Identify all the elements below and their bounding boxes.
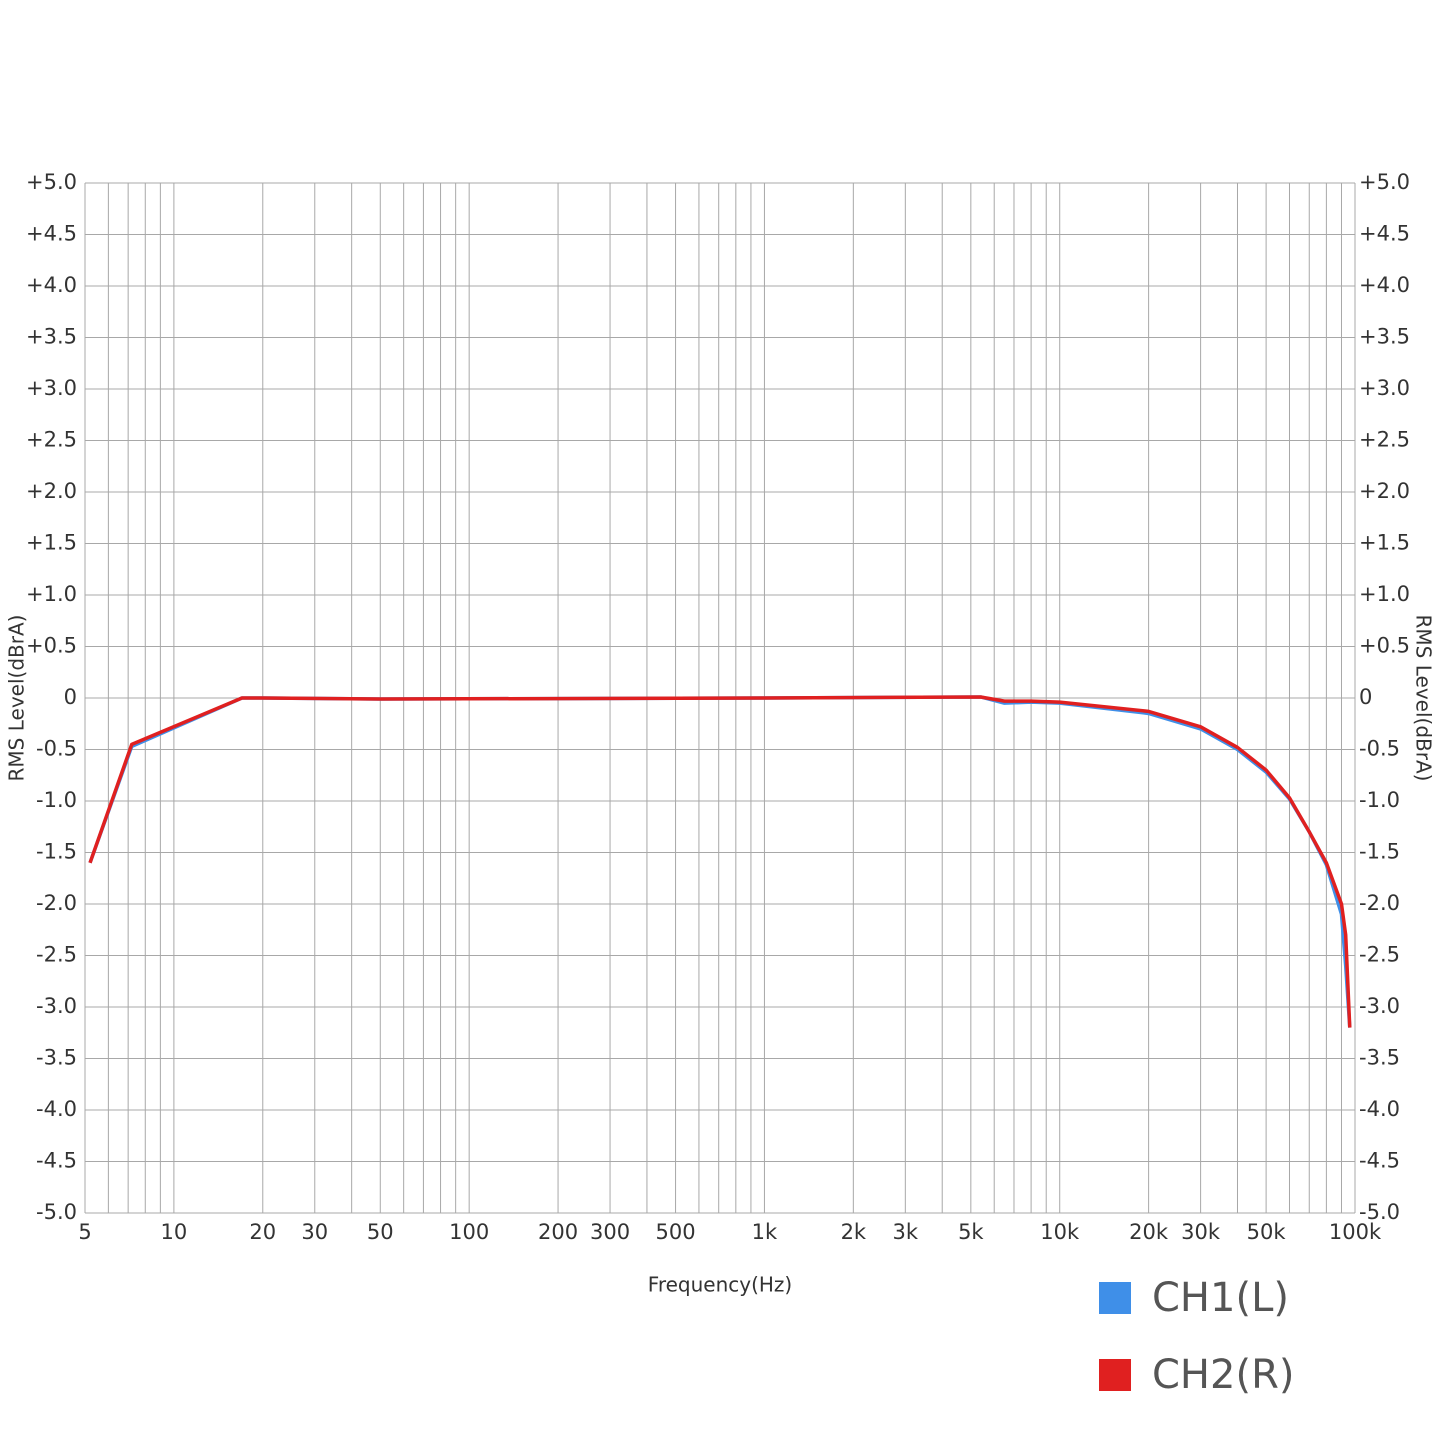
y2-tick-label: +2.0 [1359, 479, 1410, 503]
legend-swatch [1099, 1282, 1131, 1314]
x-tick-label: 1k [752, 1220, 778, 1244]
y-tick-label: +1.5 [26, 531, 77, 555]
y-tick-label: +3.5 [26, 325, 77, 349]
y2-tick-label: 0 [1359, 685, 1372, 709]
y2-axis-title: RMS Level(dBrA) [1412, 615, 1436, 782]
x-tick-label: 100k [1329, 1220, 1382, 1244]
y-tick-label: +3.0 [26, 376, 77, 400]
y-tick-label: +5.0 [26, 170, 77, 194]
y-tick-label: 0 [64, 685, 77, 709]
x-tick-label: 200 [538, 1220, 578, 1244]
y-tick-label: -3.0 [36, 994, 77, 1018]
y2-tick-label: -3.5 [1359, 1046, 1400, 1070]
x-tick-label: 300 [590, 1220, 630, 1244]
y-tick-label: -1.0 [36, 788, 77, 812]
series-line [88, 695, 1352, 1028]
y-tick-label: +4.0 [26, 273, 77, 297]
legend-label: CH1(L) [1152, 1275, 1289, 1321]
y2-tick-label: -2.0 [1359, 891, 1400, 915]
x-tick-label: 10 [161, 1220, 188, 1244]
y2-tick-label: +0.5 [1359, 634, 1410, 658]
y-tick-label: +4.5 [26, 222, 77, 246]
x-tick-label: 5 [78, 1220, 91, 1244]
y2-tick-label: -4.0 [1359, 1097, 1400, 1121]
y-tick-label: -5.0 [36, 1200, 77, 1224]
y-tick-label: +2.0 [26, 479, 77, 503]
x-tick-label: 100 [449, 1220, 489, 1244]
y-tick-label: -4.5 [36, 1149, 77, 1173]
y-tick-label: -2.0 [36, 891, 77, 915]
y2-tick-label: +2.5 [1359, 428, 1410, 452]
y2-tick-label: +5.0 [1359, 170, 1410, 194]
y-tick-label: +2.5 [26, 428, 77, 452]
y2-tick-label: +4.5 [1359, 222, 1410, 246]
legend-swatch [1099, 1359, 1131, 1391]
y2-tick-label: -1.0 [1359, 788, 1400, 812]
y2-tick-label: -4.5 [1359, 1149, 1400, 1173]
y2-tick-label: -3.0 [1359, 994, 1400, 1018]
y-tick-label: -2.5 [36, 943, 77, 967]
x-tick-label: 5k [958, 1220, 984, 1244]
x-tick-label: 30 [301, 1220, 328, 1244]
y2-tick-label: -5.0 [1359, 1200, 1400, 1224]
x-tick-label: 50k [1247, 1220, 1287, 1244]
y-tick-label: -4.0 [36, 1097, 77, 1121]
y-tick-label: +0.5 [26, 634, 77, 658]
y-axis-title: RMS Level(dBrA) [5, 615, 29, 782]
y2-tick-label: +1.0 [1359, 582, 1410, 606]
y2-tick-label: -2.5 [1359, 943, 1400, 967]
y2-tick-label: -0.5 [1359, 737, 1400, 761]
x-tick-label: 50 [367, 1220, 394, 1244]
y2-tick-label: +3.5 [1359, 325, 1410, 349]
y2-tick-label: -1.5 [1359, 840, 1400, 864]
legend-label: CH2(R) [1152, 1352, 1294, 1398]
x-tick-label: 10k [1040, 1220, 1080, 1244]
series-line [88, 695, 1352, 1028]
x-axis-title: Frequency(Hz) [648, 1273, 792, 1297]
y-tick-label: -1.5 [36, 840, 77, 864]
y2-tick-label: +4.0 [1359, 273, 1410, 297]
x-tick-label: 2k [841, 1220, 867, 1244]
y-tick-label: -0.5 [36, 737, 77, 761]
y-tick-label: -3.5 [36, 1046, 77, 1070]
x-tick-label: 3k [893, 1220, 919, 1244]
x-tick-label: 20k [1129, 1220, 1169, 1244]
y2-tick-label: +1.5 [1359, 531, 1410, 555]
x-tick-label: 500 [656, 1220, 696, 1244]
y2-tick-label: +3.0 [1359, 376, 1410, 400]
y-tick-label: +1.0 [26, 582, 77, 606]
x-tick-label: 30k [1181, 1220, 1221, 1244]
x-tick-label: 20 [249, 1220, 276, 1244]
